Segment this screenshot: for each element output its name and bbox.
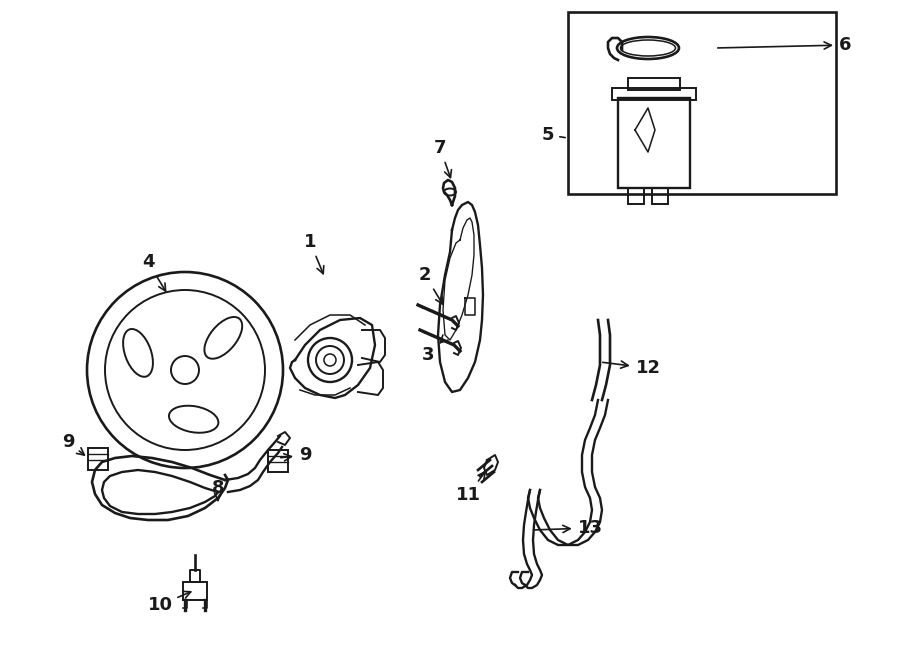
Text: 3: 3 <box>422 335 448 364</box>
Text: 8: 8 <box>212 479 224 500</box>
Text: 6: 6 <box>718 36 851 54</box>
Text: 2: 2 <box>418 266 443 304</box>
Bar <box>88 448 108 470</box>
Bar <box>652 188 668 204</box>
Ellipse shape <box>204 317 242 359</box>
Text: 11: 11 <box>455 472 485 504</box>
Circle shape <box>308 338 352 382</box>
Text: 9: 9 <box>62 433 85 455</box>
Ellipse shape <box>123 329 153 377</box>
Text: 4: 4 <box>142 253 166 291</box>
Bar <box>183 582 207 600</box>
Ellipse shape <box>169 406 219 433</box>
Text: 9: 9 <box>281 446 311 464</box>
Text: 5: 5 <box>542 126 565 144</box>
Text: 7: 7 <box>434 139 452 178</box>
Bar <box>568 12 836 194</box>
Text: 10: 10 <box>148 592 191 614</box>
Bar <box>612 88 696 100</box>
Text: 1: 1 <box>304 233 324 274</box>
Bar <box>628 188 644 204</box>
Bar <box>618 98 690 188</box>
Text: 13: 13 <box>535 519 602 537</box>
Bar <box>628 78 680 90</box>
Text: 12: 12 <box>603 359 661 377</box>
Bar <box>268 450 288 472</box>
